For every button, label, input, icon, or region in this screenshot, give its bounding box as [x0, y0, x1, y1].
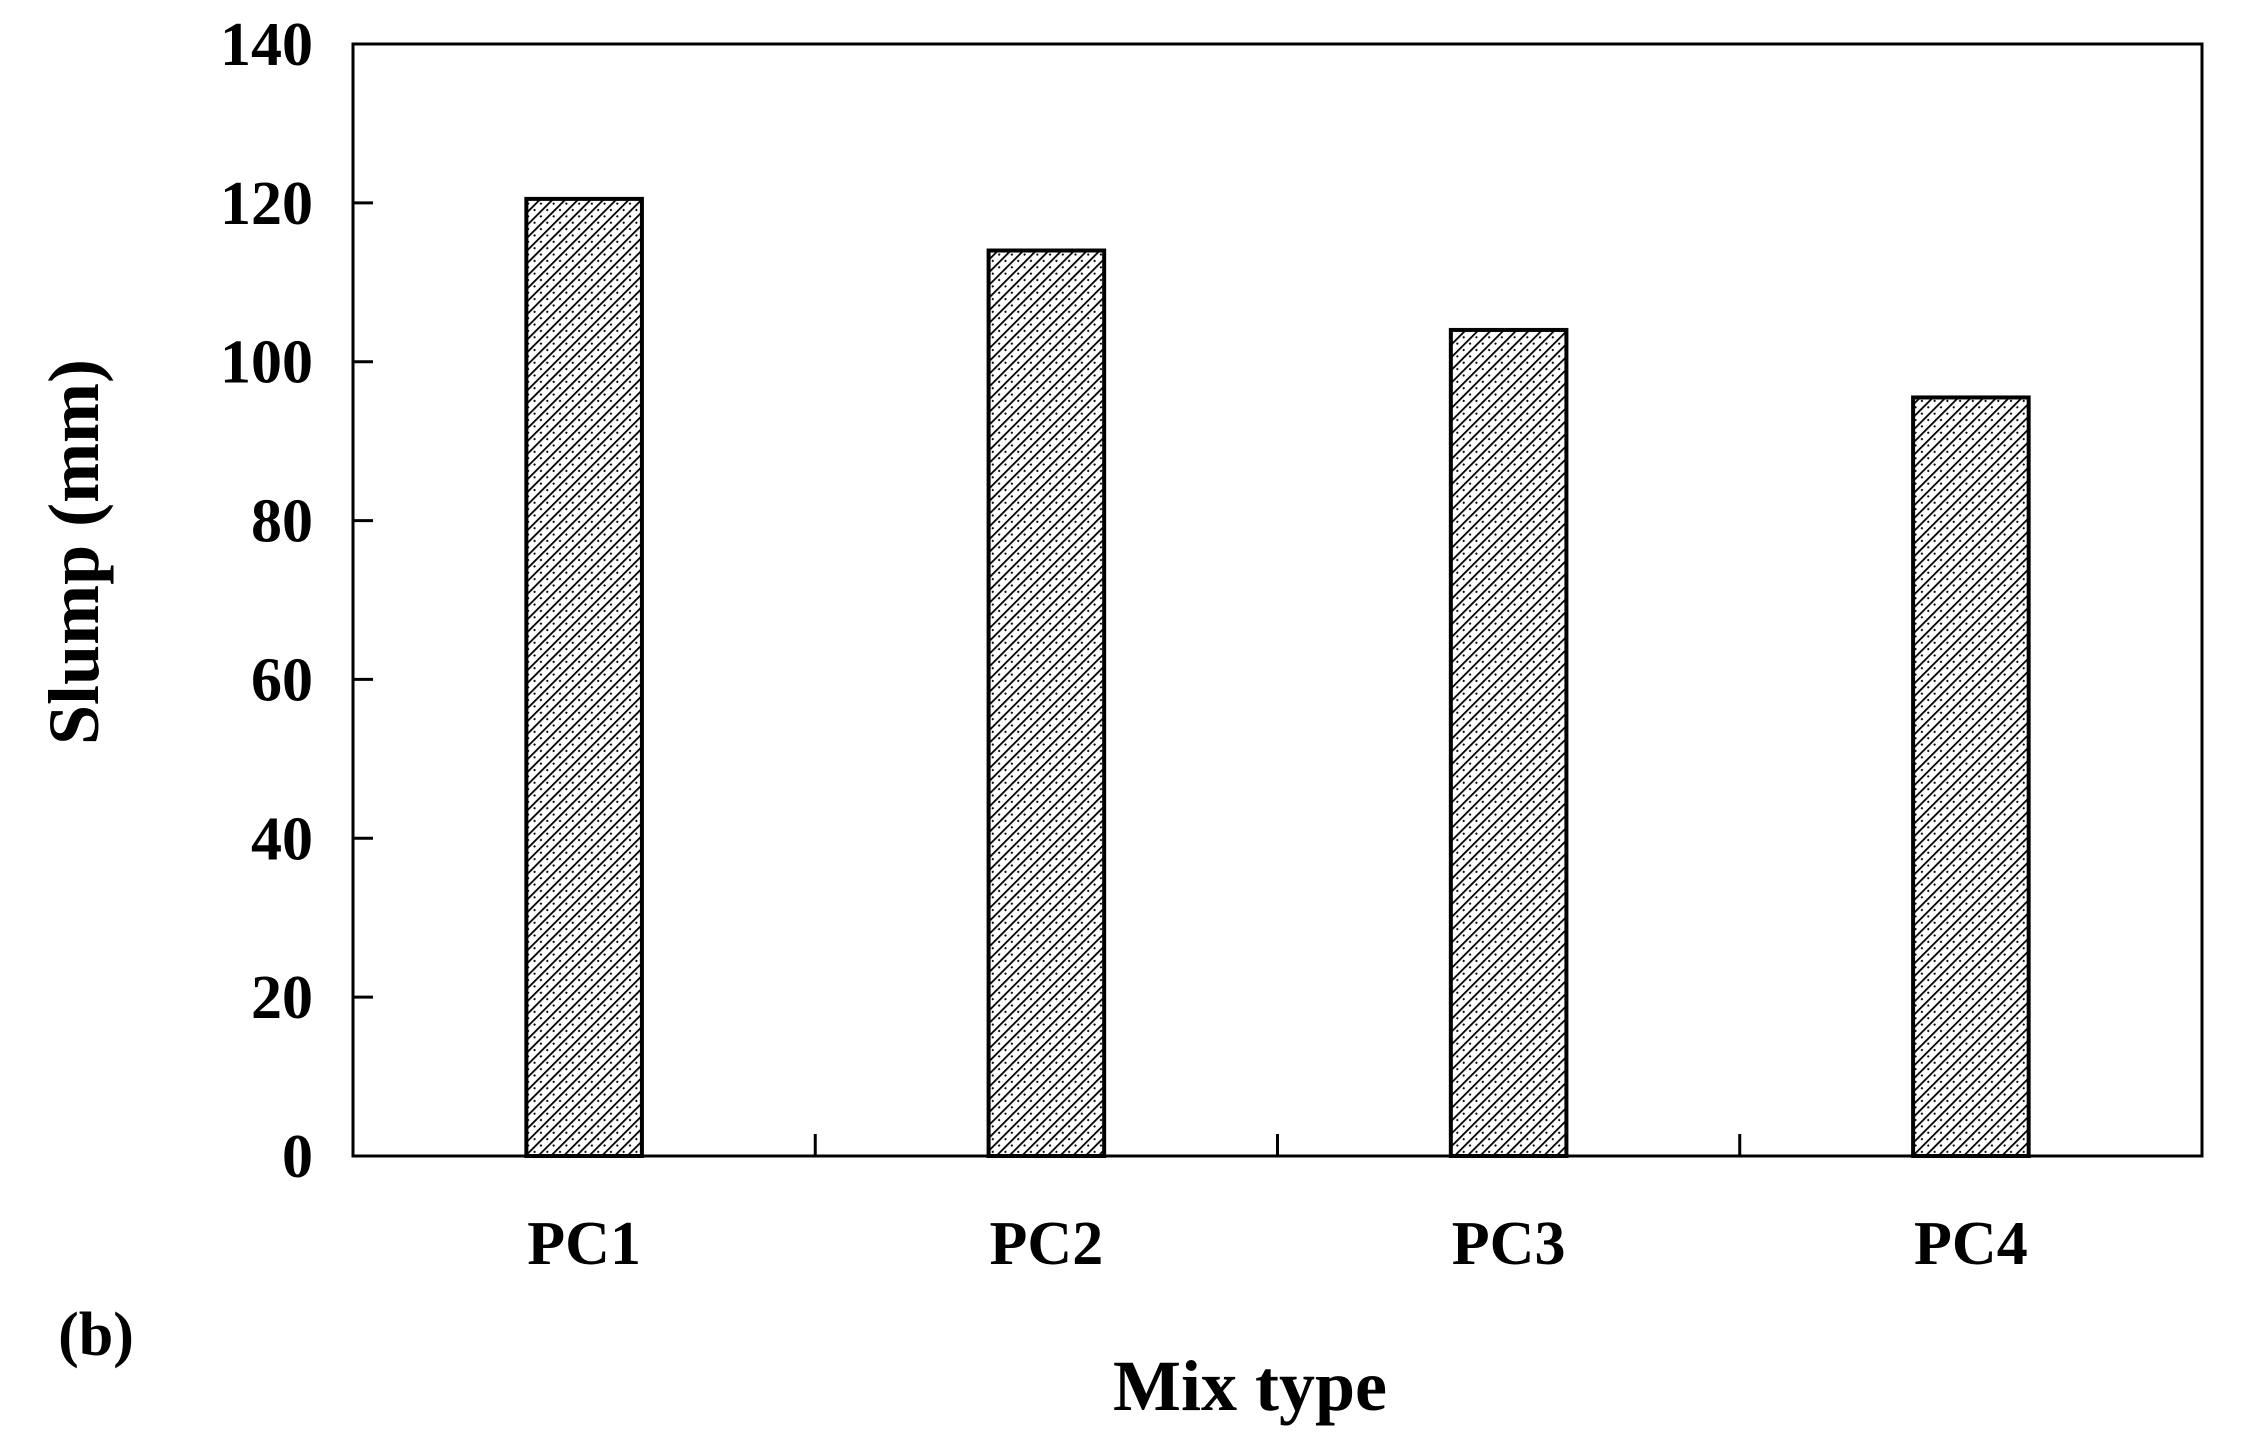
x-tick-label: PC4	[1914, 1210, 2028, 1278]
y-axis-title: Slump (mm)	[34, 359, 114, 745]
y-tick-label: 140	[220, 11, 313, 79]
panel-label: (b)	[58, 1301, 134, 1369]
x-axis-title: Mix type	[1113, 1346, 1387, 1426]
y-tick-label: 100	[220, 329, 313, 397]
x-tick-labels: PC1 PC2 PC3 PC4	[527, 1210, 2027, 1278]
x-axis	[813, 1134, 1742, 1156]
y-tick-label: 60	[251, 646, 313, 714]
x-tick-label: PC3	[1452, 1210, 1566, 1278]
y-tick-label: 20	[251, 964, 313, 1032]
y-tick-label: 80	[251, 488, 313, 556]
bar-pc1	[524, 196, 644, 1158]
bar-pc2	[986, 248, 1107, 1158]
y-tick-label: 120	[220, 170, 313, 238]
x-tick-label: PC1	[527, 1210, 641, 1278]
x-tick-label: PC2	[990, 1210, 1104, 1278]
bar-pc3	[1448, 327, 1569, 1158]
y-tick-label: 0	[282, 1123, 313, 1191]
y-tick-label: 40	[251, 805, 313, 873]
bars	[524, 196, 2031, 1158]
bar-pc4	[1911, 395, 2031, 1158]
y-axis: 0 20 40 60 80 100 120 140	[220, 11, 373, 1191]
